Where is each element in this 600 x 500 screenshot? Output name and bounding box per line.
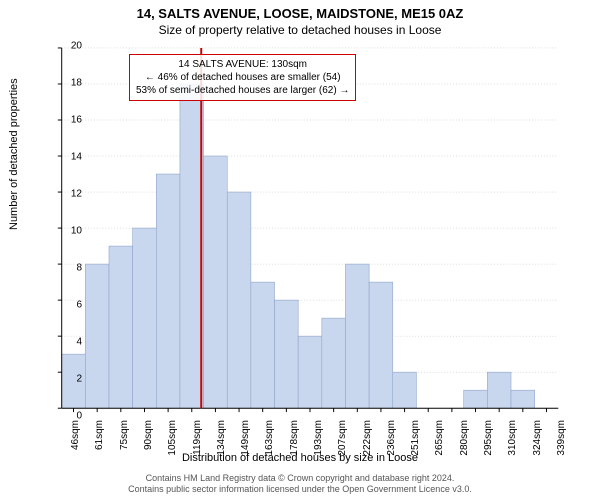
x-tick: 149sqm — [240, 420, 251, 456]
x-axis-label: Distribution of detached houses by size … — [0, 452, 600, 464]
y-tick: 4 — [42, 337, 82, 348]
annotation-line: 53% of semi-detached houses are larger (… — [136, 84, 349, 97]
y-tick: 18 — [42, 78, 82, 89]
footer-line1: Contains HM Land Registry data © Crown c… — [0, 473, 600, 485]
y-tick: 14 — [42, 152, 82, 163]
y-axis-label: Number of detached properties — [8, 78, 20, 230]
y-tick: 16 — [42, 115, 82, 126]
x-tick: 46sqm — [70, 420, 81, 450]
y-tick: 8 — [42, 263, 82, 274]
y-tick: 12 — [42, 189, 82, 200]
x-tick: 236sqm — [386, 420, 397, 456]
x-tick: 339sqm — [556, 420, 567, 456]
y-tick: 6 — [42, 300, 82, 311]
x-tick: 178sqm — [289, 420, 300, 456]
x-tick: 310sqm — [507, 420, 518, 456]
histogram-svg — [55, 46, 565, 416]
annotation-box: 14 SALTS AVENUE: 130sqm← 46% of detached… — [129, 54, 356, 101]
chart-title-main: 14, SALTS AVENUE, LOOSE, MAIDSTONE, ME15… — [0, 0, 600, 21]
x-tick: 90sqm — [143, 420, 154, 450]
x-tick: 295sqm — [483, 420, 494, 456]
x-tick: 193sqm — [313, 420, 324, 456]
chart-plot-area: 14 SALTS AVENUE: 130sqm← 46% of detached… — [55, 46, 565, 416]
x-tick: 75sqm — [119, 420, 130, 450]
x-tick: 163sqm — [264, 420, 275, 456]
footer-attribution: Contains HM Land Registry data © Crown c… — [0, 473, 600, 496]
x-tick: 265sqm — [434, 420, 445, 456]
y-tick: 20 — [42, 41, 82, 52]
y-tick: 10 — [42, 226, 82, 237]
x-tick: 280sqm — [459, 420, 470, 456]
footer-line2: Contains public sector information licen… — [0, 484, 600, 496]
x-tick: 207sqm — [337, 420, 348, 456]
x-tick: 222sqm — [362, 420, 373, 456]
y-tick: 2 — [42, 374, 82, 385]
annotation-line: ← 46% of detached houses are smaller (54… — [136, 71, 349, 84]
x-tick: 134sqm — [216, 420, 227, 456]
x-tick: 61sqm — [94, 420, 105, 450]
x-tick: 324sqm — [532, 420, 543, 456]
chart-title-sub: Size of property relative to detached ho… — [0, 21, 600, 37]
x-tick: 105sqm — [167, 420, 178, 456]
x-tick: 119sqm — [192, 420, 203, 455]
x-tick: 251sqm — [410, 420, 421, 456]
annotation-line: 14 SALTS AVENUE: 130sqm — [136, 58, 349, 71]
